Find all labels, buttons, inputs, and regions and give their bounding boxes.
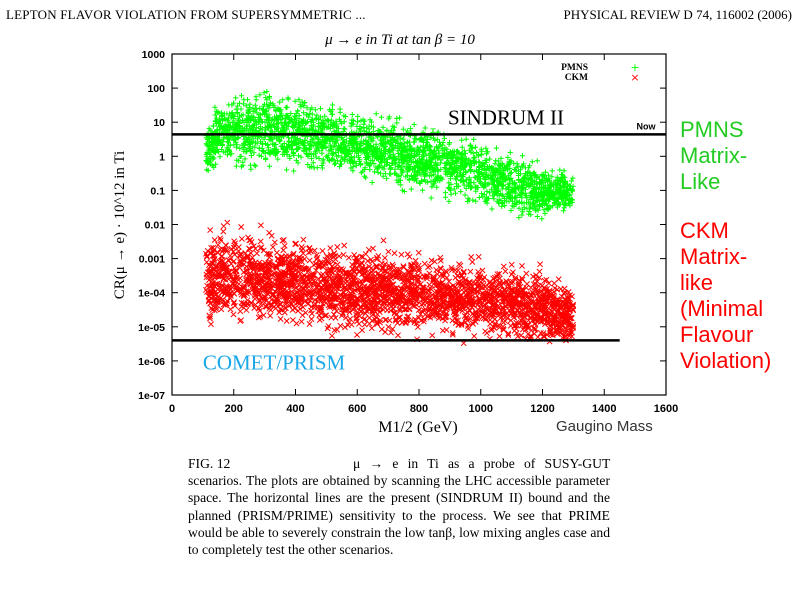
reference-lines: SINDRUM II Now COMET/PRISM	[172, 104, 666, 375]
x-tick-label: 400	[286, 403, 304, 415]
comet-label-bg	[180, 348, 368, 375]
y-tick-label: 10	[153, 117, 165, 129]
ckm-label-line: Flavour	[680, 322, 754, 347]
series-ckm-points	[203, 219, 577, 347]
ckm-label-line: Violation)	[680, 348, 772, 373]
legend-bg	[544, 60, 648, 84]
x-tick-label: 200	[225, 403, 243, 415]
y-tick-label: 1e-05	[138, 322, 165, 334]
x-axis-label: M1/2 (GeV)	[378, 419, 458, 436]
legend-label: CKM	[565, 73, 588, 83]
y-tick-label: 1	[159, 151, 165, 163]
x-tick-label: 600	[348, 403, 366, 415]
figure-caption: FIG. 12 μ → e in Ti as a probe of SUSY-GU…	[188, 455, 610, 558]
axis-ticks: 0 200 400 600 800 1000 1200 1400 1600 1000 100 10 1 0…	[138, 49, 678, 415]
y-tick-label: 1e-04	[138, 288, 165, 300]
x-tick-label: 0	[169, 403, 175, 415]
sindrum-label-bg	[430, 104, 583, 129]
series-pmns-points	[203, 89, 576, 222]
pmns-side-label: PMNS Matrix- Like	[680, 117, 790, 195]
y-tick-label: 0.1	[150, 185, 165, 197]
caption-fig-label: FIG. 12	[188, 456, 231, 471]
y-tick-label: 0.001	[139, 254, 165, 266]
header-right: PHYSICAL REVIEW D 74, 116002 (2006)	[563, 7, 792, 22]
y-tick-label: 1e-06	[138, 356, 165, 368]
caption-body: scenarios. The plots are obtained by sca…	[188, 473, 610, 558]
y-axis-label: CR(μ → e) · 10^12 in Ti	[112, 151, 128, 299]
sindrum-label: SINDRUM II	[448, 105, 564, 129]
legend-marker: ×	[630, 71, 639, 84]
comet-label: COMET/PRISM	[203, 350, 346, 374]
legend-marker: +	[630, 61, 639, 74]
y-tick-label: 100	[147, 83, 165, 95]
ckm-label-line: like	[680, 270, 714, 295]
header-left: LEPTON FLAVOR VIOLATION FROM SUPERSYMMET…	[6, 7, 366, 22]
y-tick-label: 1000	[142, 49, 166, 61]
ckm-side-label: CKM Matrix- like (Minimal Flavour Violat…	[680, 218, 795, 374]
pmns-label-line: Like	[680, 169, 721, 194]
x-tick-label: 1000	[469, 403, 493, 415]
y-tick-label: 1e-07	[138, 390, 165, 402]
y-tick-label: 0.01	[145, 220, 166, 232]
gaugino-mass-label: Gaugino Mass	[556, 418, 653, 435]
pmns-label-line: Matrix-	[680, 143, 748, 168]
scatter-points	[203, 89, 577, 347]
x-tick-label: 1600	[654, 403, 678, 415]
legend-label: PMNS	[561, 63, 588, 73]
x-tick-label: 800	[410, 403, 428, 415]
now-label: Now	[637, 121, 657, 131]
x-tick-label: 1400	[592, 403, 616, 415]
legend: PMNS + CKM ×	[544, 60, 648, 84]
chart-title: μ → e in Ti at tan β = 10	[324, 32, 475, 48]
ckm-label-line: (Minimal	[680, 296, 764, 321]
ckm-label-line: CKM	[680, 218, 729, 243]
ckm-label-line: Matrix-	[680, 244, 748, 269]
x-tick-label: 1200	[530, 403, 554, 415]
caption-first-line: μ → e in Ti as a probe of SUSY-GUT	[353, 456, 610, 471]
pmns-label-line: PMNS	[680, 117, 744, 142]
